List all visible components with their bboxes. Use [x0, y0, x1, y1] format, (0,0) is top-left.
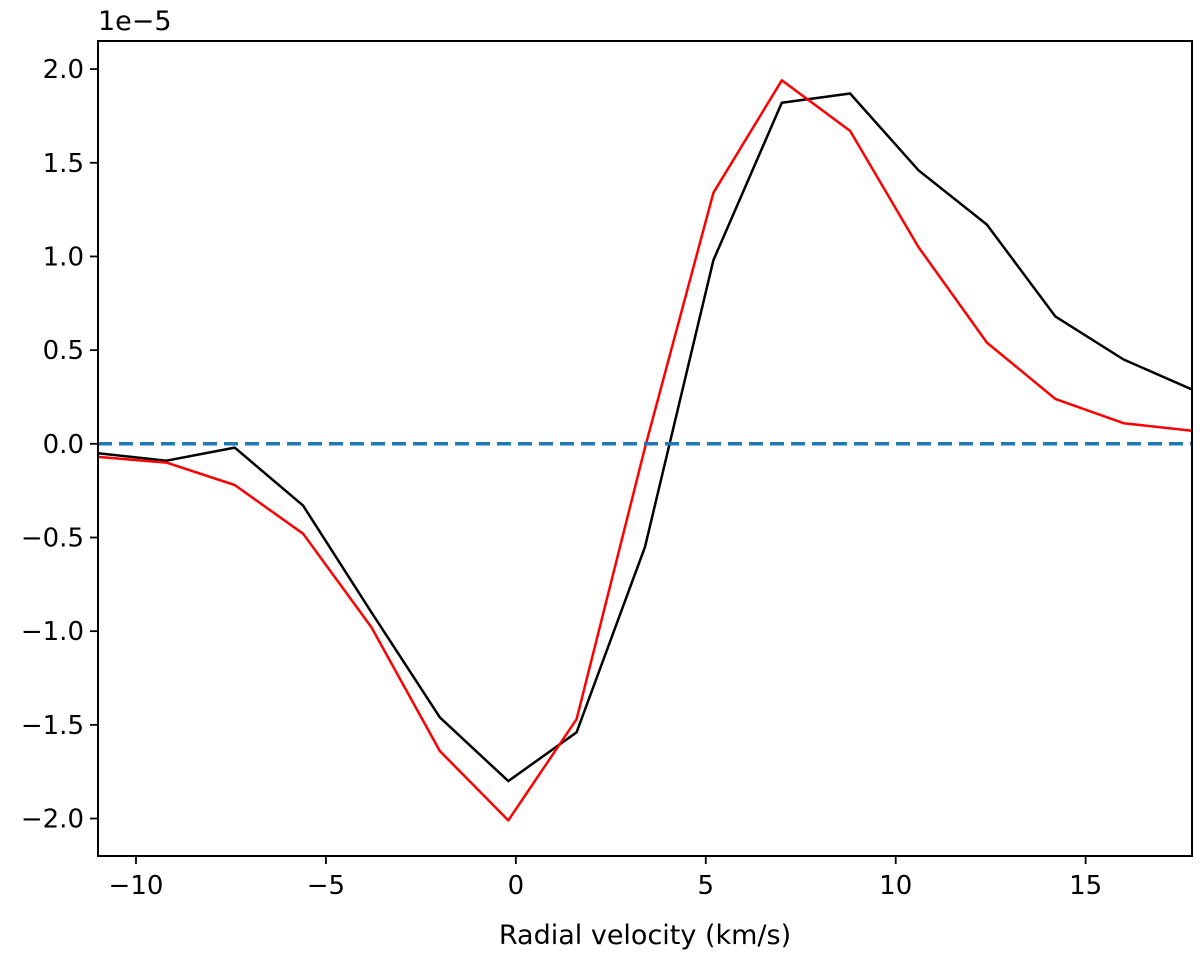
y-tick-label: −1.5	[21, 711, 84, 741]
y-axis-offset-text: 1e−5	[98, 6, 172, 37]
y-tick-label: 1.5	[43, 149, 84, 179]
x-tick-label: 0	[508, 871, 525, 901]
y-tick-label: 1.0	[43, 242, 84, 272]
y-tick-label: 2.0	[43, 55, 84, 85]
x-axis-ticks: −10 −5 0 5 10 15	[109, 856, 1102, 901]
x-tick-label: 10	[879, 871, 912, 901]
x-tick-label: −5	[307, 871, 345, 901]
y-tick-label: 0.5	[43, 336, 84, 366]
plot-area	[97, 40, 1193, 857]
x-tick-label: 5	[698, 871, 715, 901]
y-tick-label: 0.0	[43, 430, 84, 460]
x-tick-label: −10	[109, 871, 164, 901]
x-tick-label: 15	[1069, 871, 1102, 901]
series-black-curve	[98, 92, 1192, 783]
y-tick-label: −0.5	[21, 523, 84, 553]
series-red-curve	[98, 79, 1192, 822]
series-layer	[98, 79, 1192, 822]
x-axis-label: Radial velocity (km/s)	[499, 920, 791, 951]
y-tick-label: −1.0	[21, 617, 84, 647]
plot-frame	[97, 40, 1193, 857]
y-tick-label: −2.0	[21, 805, 84, 835]
y-axis-ticks: −2.0 −1.5 −1.0 −0.5 0.0 0.5 1.0 1.5 2.0	[21, 55, 98, 835]
